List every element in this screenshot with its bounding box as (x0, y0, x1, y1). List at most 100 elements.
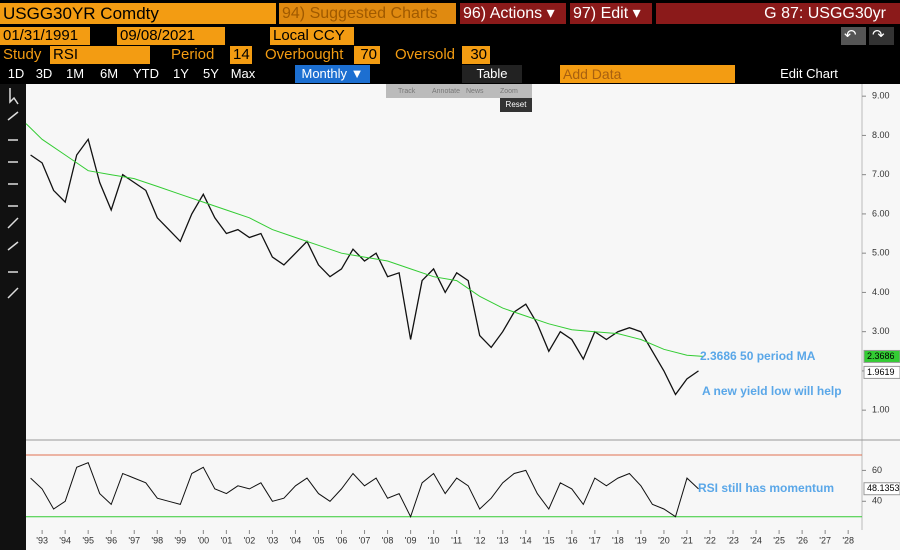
x-tick-label: '93 (36, 535, 48, 545)
x-tick-label: '12 (474, 535, 486, 545)
side-toolbar (0, 84, 26, 550)
rsi-last-tag (863, 482, 900, 496)
x-tick-label: '09 (405, 535, 417, 545)
page-id: G 87: USGG30yr (656, 3, 900, 24)
suggested[interactable]: 94) Suggested Charts (279, 3, 456, 24)
x-tick-label: '18 (612, 535, 624, 545)
x-tick-label: '06 (336, 535, 348, 545)
reset-btn[interactable] (500, 98, 532, 112)
y-tick-label: 4.00 (872, 287, 890, 297)
y-tick-label: 8.00 (872, 130, 890, 140)
oversold-label: Oversold (395, 46, 456, 63)
x-tick-label: '08 (382, 535, 394, 545)
x-tick-label: '15 (543, 535, 555, 545)
chart: Reset TrackAnnotateNewsZoom1.002.003.004… (0, 84, 900, 550)
range-button[interactable]: 1M (65, 66, 85, 81)
x-tick-label: '10 (428, 535, 440, 545)
x-tick-label: '04 (290, 535, 302, 545)
side-icons (7, 88, 19, 299)
tool: News (466, 88, 484, 95)
period-label: Period (171, 46, 215, 63)
last-value-tag (863, 365, 900, 379)
x-tick-label: '99 (174, 535, 186, 545)
x-tick-label: '03 (267, 535, 279, 545)
y-tick-label: 9.00 (872, 91, 890, 101)
x-tick-label: '20 (658, 535, 670, 545)
range-button[interactable]: 5Y (203, 66, 219, 81)
y-tick-label: 3.00 (872, 326, 890, 336)
ticker[interactable]: USGG30YR Comdty (0, 3, 276, 24)
series-line (30, 137, 699, 396)
plot-bg (26, 84, 900, 550)
x-tick-label: '22 (704, 535, 716, 545)
range-button[interactable]: 1Y (173, 66, 189, 81)
x-tick-label: '95 (82, 535, 94, 545)
x-tick-label: '21 (681, 535, 693, 545)
x-tick-label: '14 (520, 535, 532, 545)
reset[interactable]: Reset (506, 100, 528, 109)
x-tick-label: '05 (313, 535, 325, 545)
x-tick-label: '28 (842, 535, 854, 545)
range-button[interactable]: YTD (133, 66, 159, 81)
x-tick-label: '23 (727, 535, 739, 545)
x-tick-label: '97 (128, 535, 140, 545)
table[interactable]: Table (462, 65, 522, 83)
last-value-tag (863, 349, 900, 363)
x-tick-label: '02 (244, 535, 256, 545)
redo[interactable]: ↷ (869, 27, 894, 45)
y-tick-label: 5.00 (872, 248, 890, 258)
edit-chart[interactable]: Edit Chart (780, 66, 838, 81)
x-tick-label: '11 (451, 535, 462, 545)
x-tick-label: '26 (796, 535, 808, 545)
x-tick-label: '01 (220, 535, 232, 545)
study[interactable]: RSI (50, 46, 150, 64)
edit[interactable]: 97) Edit ▾ (570, 3, 652, 24)
series-line (25, 123, 704, 357)
y-tick-label: 6.00 (872, 208, 890, 218)
rsi-tick-label: 40 (872, 496, 882, 506)
start-date[interactable]: 01/31/1991 (0, 27, 90, 45)
x-tick-label: '00 (197, 535, 209, 545)
add-data[interactable]: Add Data (560, 65, 735, 83)
tool: Track (398, 88, 416, 95)
annotation: RSI still has momentum (698, 481, 834, 495)
x-tick-label: '17 (589, 535, 601, 545)
x-tick-label: '98 (151, 535, 163, 545)
last-value: 2.3686 (867, 351, 895, 361)
overbought[interactable]: 70 (354, 46, 380, 64)
tool-strip (386, 84, 532, 98)
x-tick-label: '25 (773, 535, 785, 545)
range-button[interactable]: 3D (35, 66, 53, 81)
annotation: 2.3686 50 period MA (700, 349, 816, 363)
oversold[interactable]: 30 (462, 46, 490, 64)
end-date[interactable]: 09/08/2021 (117, 27, 225, 45)
range-button[interactable]: Max (230, 66, 256, 81)
y-tick-label: 1.00 (872, 405, 890, 415)
rsi-last: 48.1353 (867, 483, 900, 493)
range-button[interactable]: 1D (7, 66, 25, 81)
x-tick-label: '13 (497, 535, 509, 545)
x-tick-label: '07 (359, 535, 371, 545)
tool: Zoom (500, 88, 518, 95)
x-tick-label: '96 (105, 535, 117, 545)
rsi-line (30, 462, 699, 518)
x-tick-label: '19 (635, 535, 647, 545)
actions[interactable]: 96) Actions ▾ (460, 3, 566, 24)
range-button[interactable]: 6M (99, 66, 119, 81)
rsi-tick-label: 60 (872, 465, 882, 475)
x-tick-label: '24 (750, 535, 762, 545)
last-value: 1.9619 (867, 367, 895, 377)
x-tick-label: '94 (59, 535, 71, 545)
currency[interactable]: Local CCY (270, 27, 354, 45)
study-label: Study (3, 46, 42, 63)
tool: Annotate (432, 88, 460, 95)
annotation: A new yield low will help (702, 384, 842, 398)
x-tick-label: '27 (819, 535, 831, 545)
undo[interactable]: ↶ (841, 27, 866, 45)
overbought-label: Overbought (265, 46, 344, 63)
x-tick-label: '16 (566, 535, 578, 545)
y-tick-label: 7.00 (872, 169, 890, 179)
period[interactable]: 14 (230, 46, 252, 64)
frequency[interactable]: Monthly ▼ (295, 65, 370, 83)
